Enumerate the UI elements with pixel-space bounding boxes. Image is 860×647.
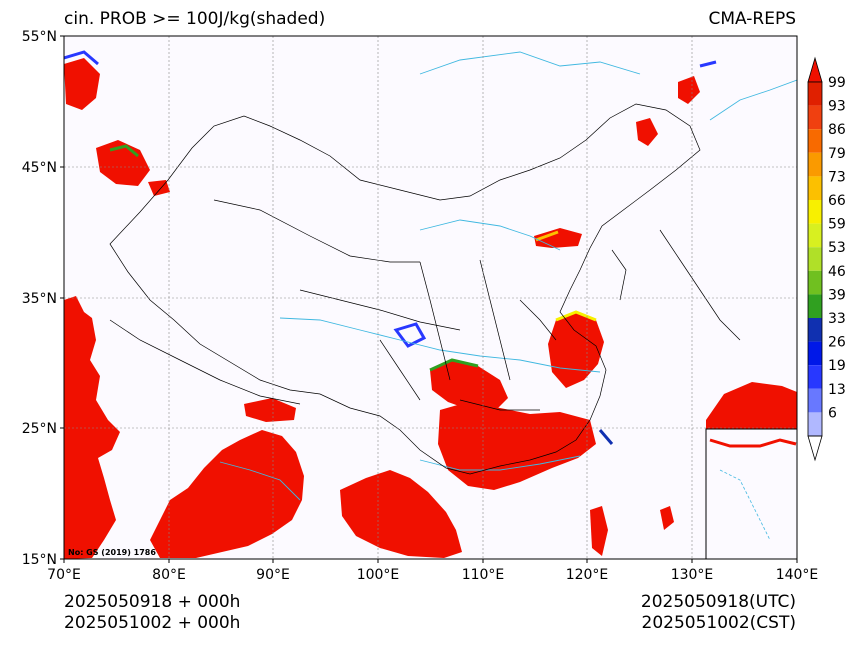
colorbar-swatch [808, 318, 822, 342]
shade-india [150, 430, 304, 558]
colorbar-swatch [808, 247, 822, 271]
colorbar-swatch [808, 176, 822, 200]
colorbar-level-label: 59 [828, 217, 846, 233]
tick-marks [60, 35, 798, 563]
shade-manchuria [636, 118, 658, 146]
shade-tibet-south [244, 398, 296, 422]
shade-kazakh-north [96, 140, 150, 186]
colorbar-level-label: 39 [828, 287, 846, 303]
lon-label: 120°E [566, 567, 609, 583]
colorbar-level-label: 99 [828, 75, 846, 91]
shade-west-block [64, 296, 120, 559]
shade-nw-top [64, 58, 100, 110]
colorbar-swatch [808, 294, 822, 318]
footer-valid-times: 2025050918(UTC) 2025051002(CST) [641, 592, 796, 634]
lon-label: 80°E [152, 567, 186, 583]
colorbar: 99 93 86 79 73 66 59 53 46 39 33 26 19 13 6 [807, 56, 846, 462]
inset-map [705, 428, 797, 559]
lon-label: 130°E [671, 567, 714, 583]
shade-philippine [660, 506, 674, 530]
colorbar-level-label: 53 [828, 240, 846, 256]
colorbar-swatch [808, 200, 822, 224]
lon-label: 90°E [256, 567, 290, 583]
shaded-regions [64, 58, 797, 559]
colorbar-level-label: 13 [828, 382, 846, 398]
lon-label: 100°E [357, 567, 400, 583]
lat-label: 25°N [22, 421, 57, 437]
gridlines [64, 36, 797, 559]
colorbar-under-arrow [807, 435, 823, 462]
lon-label: 140°E [776, 567, 819, 583]
lat-labels: 55°N 45°N 35°N 25°N 15°N [22, 29, 57, 568]
colorbar-swatch [808, 152, 822, 177]
map-background [64, 36, 797, 559]
province-lines [213, 199, 557, 411]
colorbar-swatch [808, 365, 822, 389]
colorbar-swatch [808, 129, 822, 153]
lon-label: 70°E [47, 567, 81, 583]
india-border [109, 319, 301, 405]
colorbar-level-label: 93 [828, 99, 846, 115]
colorbar-swatch [808, 223, 822, 248]
colorbar-over-arrow [807, 56, 823, 83]
shade-taiwan [590, 506, 608, 556]
shade-far-east [678, 76, 700, 104]
chart-title-right: CMA-REPS [708, 9, 796, 29]
colorbar-swatch [808, 341, 822, 366]
colorbar-swatch [808, 388, 822, 413]
gs-label: No: GS (2019) 1786 [68, 548, 156, 557]
colorbar-swatch [808, 270, 822, 295]
korea-japan [611, 229, 741, 341]
shade-ne-asia [706, 382, 797, 559]
footer-init-times: 2025050918 + 000h 2025051002 + 000h [64, 592, 240, 634]
colorbar-level-label: 86 [828, 122, 846, 138]
borders [109, 103, 741, 475]
rivers [219, 51, 797, 501]
lat-label: 55°N [22, 29, 57, 45]
lat-label: 15°N [22, 552, 57, 568]
lon-label: 110°E [462, 567, 505, 583]
colorbar-swatch [808, 105, 822, 130]
valid-time-cst: 2025051002(CST) [641, 613, 796, 633]
valid-time-utc: 2025050918(UTC) [640, 592, 796, 612]
init-time-local: 2025051002 + 000h [64, 613, 241, 633]
chart-title-left: cin. PROB >= 100J/kg(shaded) [64, 9, 326, 29]
colorbar-level-label: 66 [828, 193, 846, 209]
shade-south-china [438, 402, 596, 490]
lat-label: 45°N [22, 160, 57, 176]
colorbar-level-label: 26 [828, 335, 846, 351]
colorbar-frame [807, 81, 823, 437]
colorbar-level-label: 6 [828, 405, 837, 421]
colorbar-level-label: 33 [828, 311, 846, 327]
colorbar-swatch [808, 412, 822, 436]
china-outline [109, 103, 701, 475]
lat-label: 35°N [22, 291, 57, 307]
colorbar-swatch [808, 82, 822, 106]
init-time-utc: 2025050918 + 000h [64, 592, 241, 612]
shade-east-china [548, 312, 604, 388]
shade-sichuan [430, 360, 508, 412]
shade-indochina [340, 470, 462, 558]
colorbar-level-label: 19 [828, 358, 846, 374]
colorbar-level-label: 79 [828, 146, 846, 162]
lon-labels: 70°E 80°E 90°E 100°E 110°E 120°E 130°E 1… [47, 567, 818, 583]
colorbar-level-label: 46 [828, 264, 846, 280]
colorbar-level-label: 73 [828, 169, 846, 185]
